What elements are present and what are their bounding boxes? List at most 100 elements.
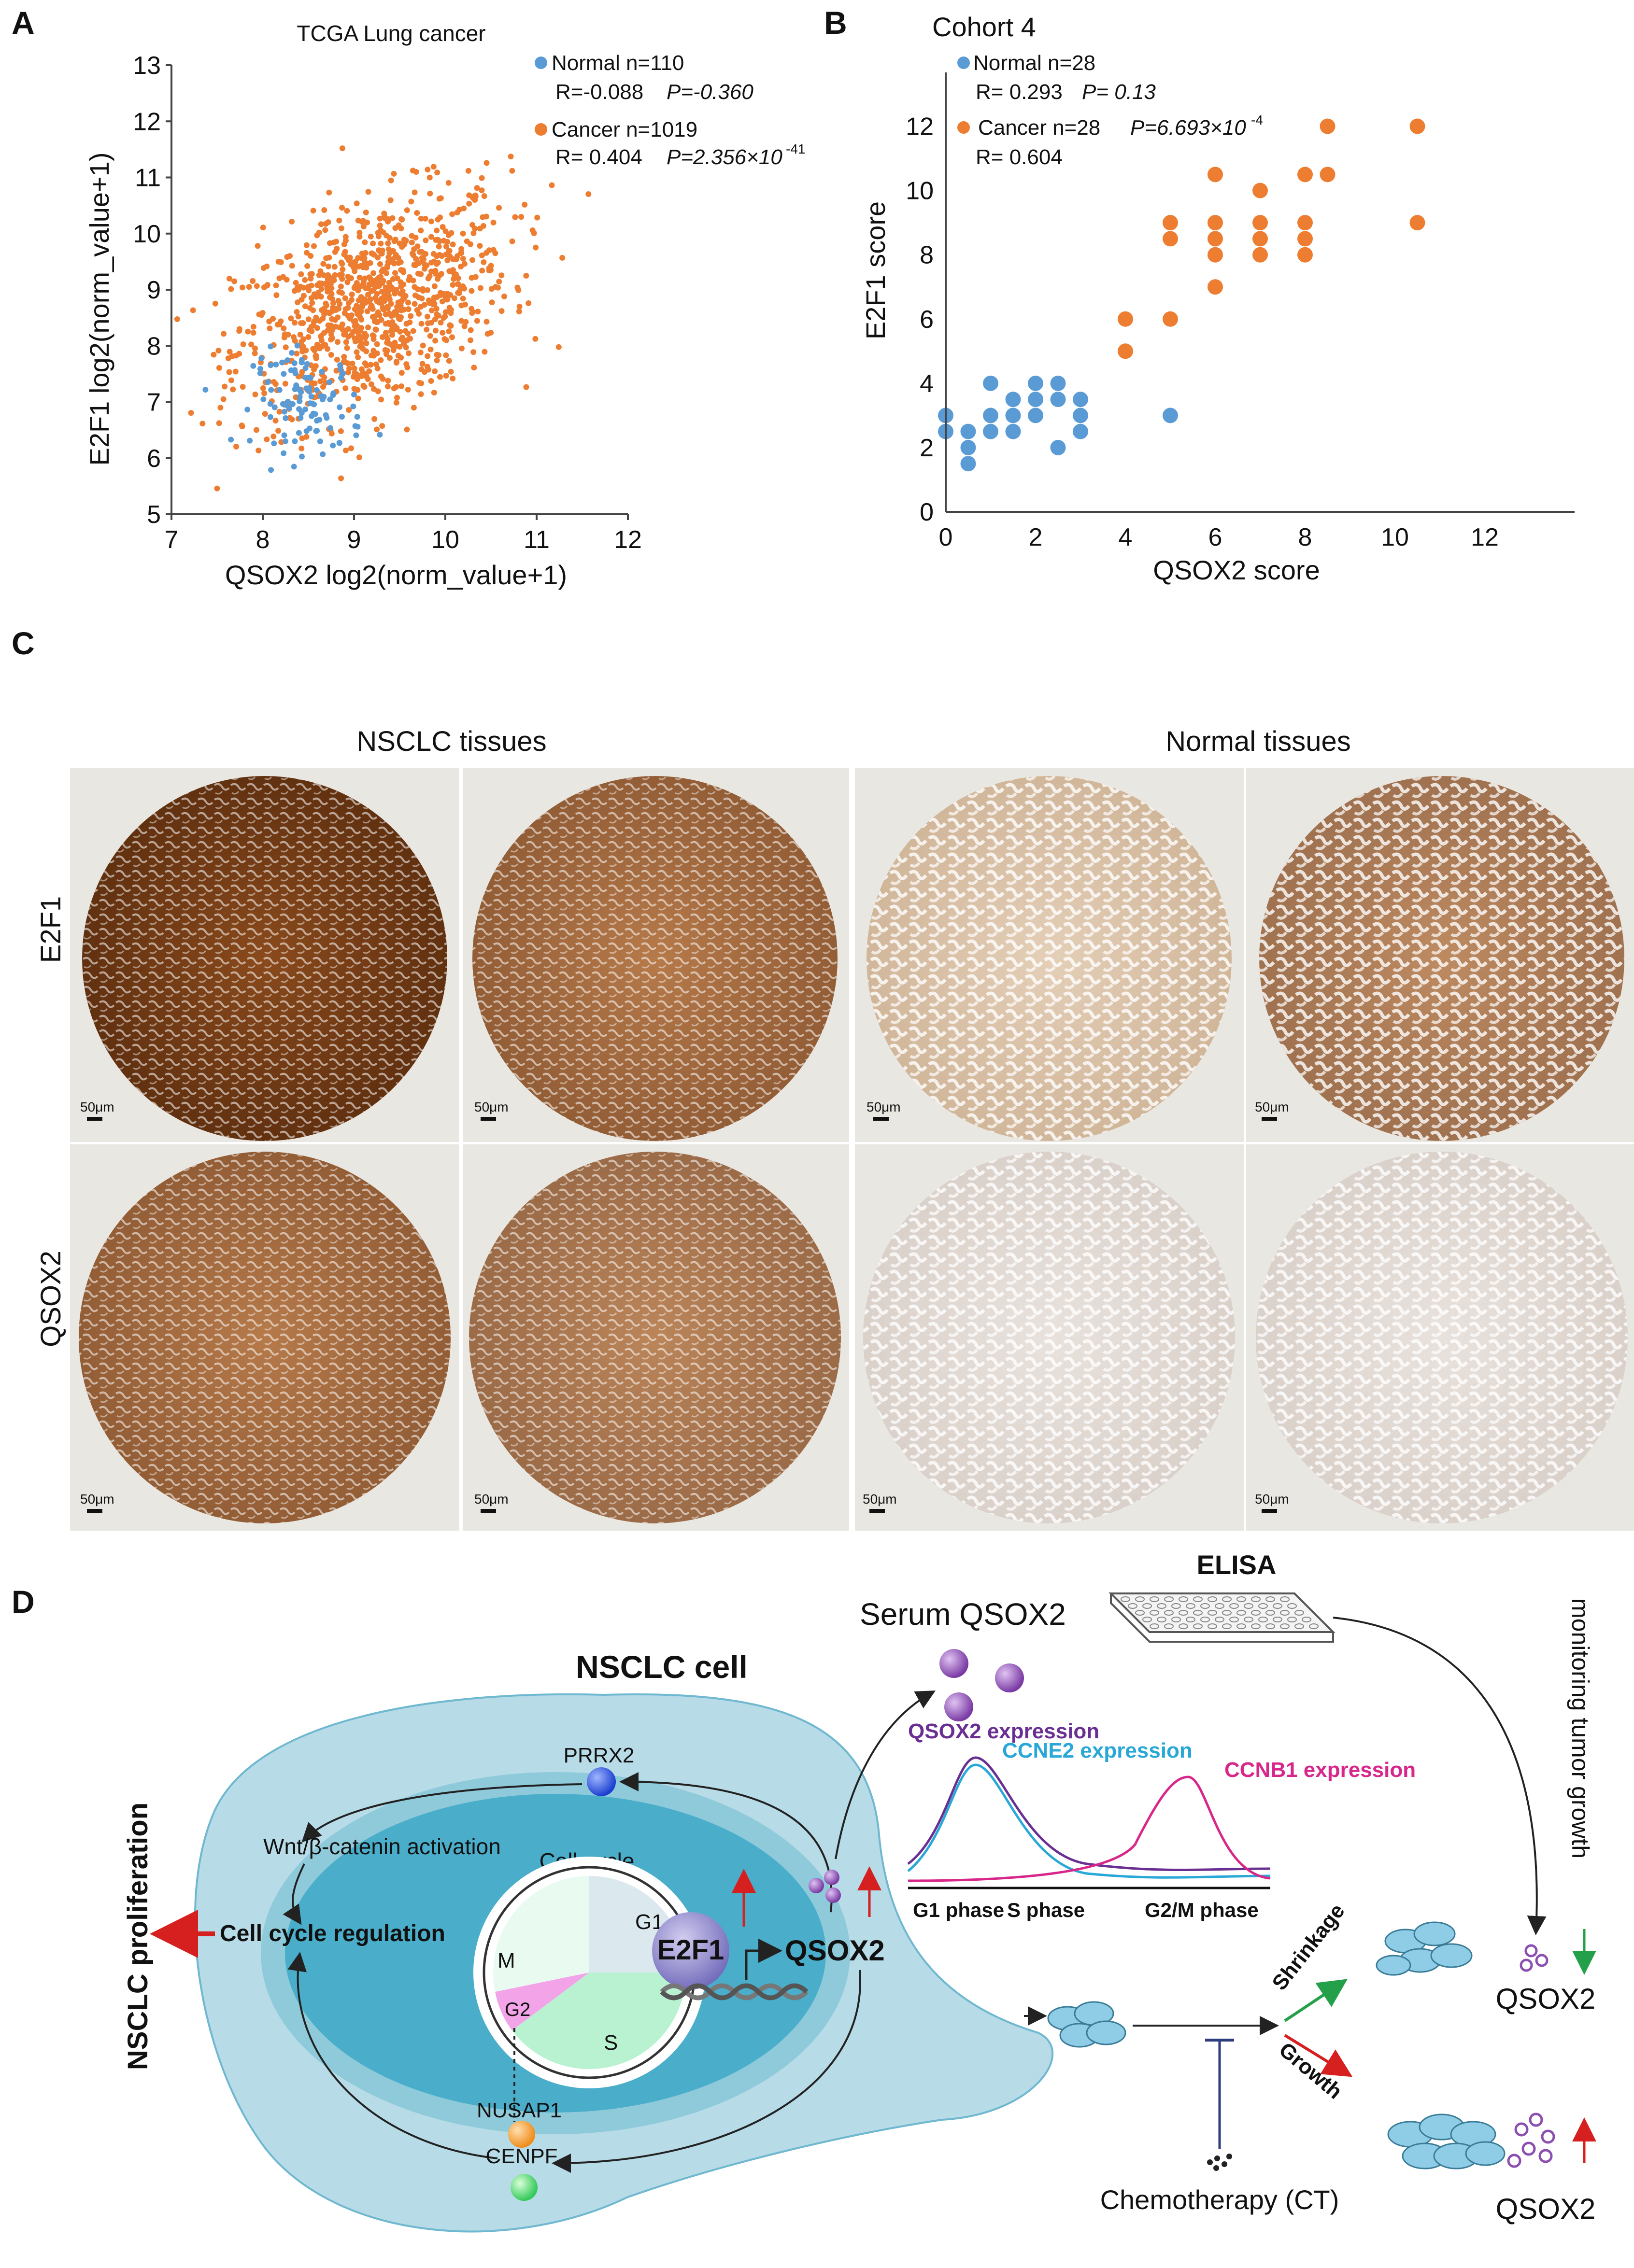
chart-a-point-normal <box>281 450 287 456</box>
chart-a-point-cancer <box>240 384 246 390</box>
chart-a-point-cancer <box>375 233 382 239</box>
chart-a-point-cancer <box>425 353 431 359</box>
chart-a-point-cancer <box>363 210 369 216</box>
chart-a-y-ticks: 5 6 7 8 9 10 11 12 13 <box>133 52 171 529</box>
panel-a: A TCGA Lung cancer 5 6 7 8 9 10 11 12 13 7 8 9 10 11… <box>12 5 805 590</box>
panel-a-letter: A <box>12 5 35 41</box>
chart-b-point-normal <box>960 423 976 439</box>
chart-a-point-cancer <box>310 346 316 352</box>
chart-b-ylabel: E2F1 score <box>860 201 891 339</box>
chart-a-point-normal <box>281 409 287 415</box>
chart-a-point-cancer <box>401 241 407 248</box>
chart-a-point-cancer <box>430 164 437 170</box>
legend-b-normal-marker <box>957 56 970 69</box>
chart-a-point-cancer <box>320 261 327 267</box>
chart-a-point-cancer <box>379 423 385 429</box>
chart-a-point-cancer <box>383 351 389 357</box>
chart-a-point-normal <box>327 425 333 431</box>
serum-qsox2-icon <box>944 1692 973 1721</box>
chart-a-point-cancer <box>392 237 398 243</box>
chart-a-point-cancer <box>448 307 454 313</box>
chart-a-point-cancer <box>408 198 414 205</box>
chart-a-point-cancer <box>435 259 441 266</box>
monitoring-label: monitoring tumor growth <box>1567 1598 1594 1859</box>
chart-a-point-cancer <box>321 306 327 312</box>
chart-a-point-normal <box>289 350 295 356</box>
chart-a-point-cancer <box>305 316 312 323</box>
chart-a-point-cancer <box>270 433 277 439</box>
chart-a-point-cancer <box>284 277 290 283</box>
chart-a-point-cancer <box>441 336 448 342</box>
ccne2-expression-label: CCNE2 expression <box>1002 1739 1193 1762</box>
chart-b-point-cancer <box>1409 118 1425 134</box>
chart-a-point-cancer <box>523 273 529 279</box>
chart-b-point-normal <box>1005 392 1021 408</box>
chart-a-point-cancer <box>288 315 294 322</box>
chart-a-point-cancer <box>388 328 395 334</box>
chart-a-point-cancer <box>289 263 295 269</box>
scale-label: 50μm <box>80 1492 114 1507</box>
chart-b-y-tick-label: 6 <box>920 306 934 334</box>
chart-a-point-cancer <box>369 250 375 256</box>
chart-a-point-cancer <box>252 391 258 397</box>
chart-a-point-cancer <box>446 248 453 254</box>
chart-a-point-normal <box>284 357 291 363</box>
chart-a-point-cancer <box>487 267 494 273</box>
chart-a-point-cancer <box>440 238 447 244</box>
chart-a-point-normal <box>330 442 336 449</box>
cell-cycle-slice-m <box>493 1876 589 1992</box>
chart-a-point-cancer <box>420 342 426 349</box>
qsox2-expression-curve <box>907 1756 1271 1871</box>
chart-a-point-cancer <box>420 286 426 292</box>
chart-a-point-cancer <box>388 177 394 183</box>
legend-b-cancer-r: R= 0.604 <box>976 145 1063 169</box>
chart-a-point-normal <box>302 406 308 412</box>
chart-a-point-cancer <box>216 420 222 426</box>
s-phase-label: S phase <box>1007 1899 1085 1921</box>
chart-a-point-cancer <box>461 323 468 329</box>
chart-a-point-cancer <box>321 311 327 317</box>
chart-a-point-cancer <box>357 343 363 350</box>
chart-a-point-cancer <box>190 307 196 313</box>
chart-a-point-cancer <box>388 301 394 307</box>
chart-a-point-cancer <box>409 239 415 246</box>
scale-bar <box>87 1117 102 1121</box>
chart-a-point-cancer <box>250 330 256 336</box>
chart-a-point-cancer <box>393 399 399 406</box>
chart-a-point-normal <box>267 414 273 420</box>
scale-label: 50μm <box>1255 1099 1289 1114</box>
chart-a-point-cancer <box>318 286 325 292</box>
chart-a-point-cancer <box>418 391 424 397</box>
chart-a-point-cancer <box>216 365 222 371</box>
chart-b-point-cancer <box>1252 183 1268 198</box>
chart-a-point-cancer <box>259 310 266 316</box>
chart-a-x-tick-label: 8 <box>256 526 270 554</box>
chart-a-point-cancer <box>401 307 407 313</box>
chart-a-point-cancer <box>261 284 267 290</box>
chart-a-point-cancer <box>427 333 433 339</box>
chart-a-point-cancer <box>438 292 444 298</box>
chart-a-point-normal <box>276 387 283 393</box>
chart-a-point-cancer <box>299 348 306 354</box>
chart-a-point-cancer <box>365 324 371 330</box>
chart-a-point-cancer <box>236 351 242 357</box>
chart-a-point-cancer <box>424 262 430 268</box>
scale-bar <box>873 1117 889 1121</box>
chart-a-x-tick-label: 12 <box>614 526 642 554</box>
chart-b-point-normal <box>983 423 998 439</box>
chart-a-point-cancer <box>360 282 366 288</box>
chart-a-point-cancer <box>215 348 222 354</box>
chart-a-point-cancer <box>424 313 430 320</box>
chart-a-point-cancer <box>395 352 401 359</box>
chart-a-point-cancer <box>549 182 555 188</box>
chart-a-point-cancer <box>392 323 398 329</box>
chart-a-point-cancer <box>419 296 425 302</box>
chart-a-point-cancer <box>428 234 434 240</box>
chart-a-point-cancer <box>335 297 341 304</box>
legend-b-normal-n: Normal n=28 <box>973 51 1095 75</box>
legend-a-cancer-p-exp: -41 <box>786 141 805 156</box>
chart-a-point-cancer <box>416 260 422 266</box>
chart-a-point-cancer <box>372 326 379 333</box>
chart-a-point-cancer <box>294 351 300 357</box>
chart-b-y-tick-label: 8 <box>920 241 934 269</box>
